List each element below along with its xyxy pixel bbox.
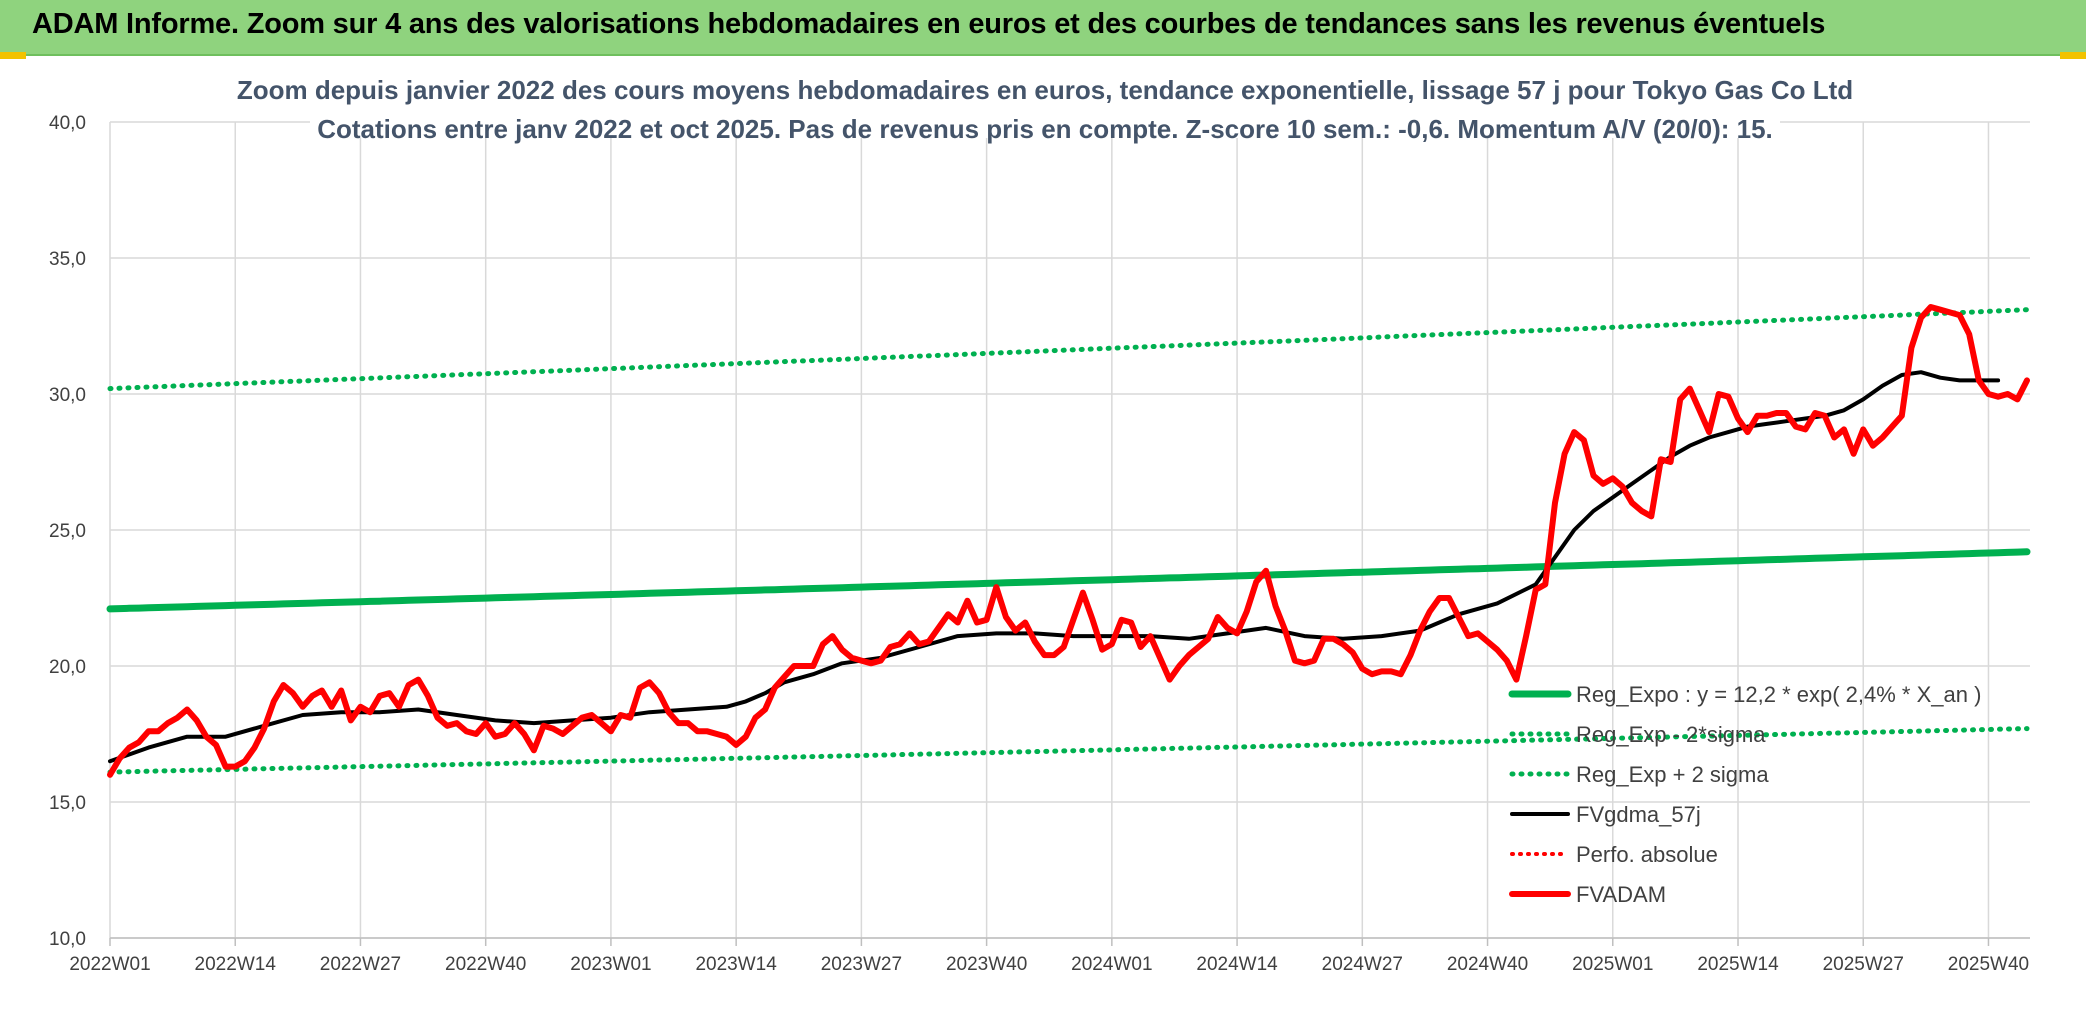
y-tick-label: 25,0 bbox=[49, 521, 86, 542]
y-tick-label: 10,0 bbox=[49, 929, 86, 950]
x-tick-label: 2023W01 bbox=[570, 954, 651, 975]
report-title: ADAM Informe. Zoom sur 4 ans des valoris… bbox=[32, 8, 1826, 40]
series-line-6 bbox=[107, 304, 2030, 778]
chart-title-line-1: Zoom depuis janvier 2022 des cours moyen… bbox=[237, 75, 1853, 105]
corner-accent-right bbox=[2060, 52, 2086, 59]
y-tick-label: 15,0 bbox=[49, 793, 86, 814]
chart-area: 10,0 15,0 20,0 25,0 30,0 35,0 40,0 2022W01 2022W… bbox=[0, 56, 2086, 1031]
legend-label-2: Reg_Exp - 2*sigma bbox=[1576, 722, 1766, 747]
y-tick-label: 35,0 bbox=[49, 249, 86, 270]
x-tick-label: 2024W40 bbox=[1447, 954, 1528, 975]
legend-label-5: Perfo. absolue bbox=[1576, 842, 1718, 867]
x-tick-label: 2024W14 bbox=[1196, 954, 1278, 975]
chart-title-backdrop bbox=[310, 74, 1780, 138]
chart-title-line-2: Cotations entre janv 2022 et oct 2025. P… bbox=[317, 114, 1773, 144]
legend-label-4: FVgdma_57j bbox=[1576, 802, 1701, 827]
legend-label-3: Reg_Exp + 2 sigma bbox=[1576, 762, 1769, 787]
x-tick-label: 2022W14 bbox=[195, 954, 277, 975]
x-tick-label: 2024W27 bbox=[1322, 954, 1403, 975]
corner-accent-left bbox=[0, 52, 26, 59]
line-chart: 10,0 15,0 20,0 25,0 30,0 35,0 40,0 2022W01 2022W… bbox=[49, 74, 2031, 975]
x-tick-label: 2022W40 bbox=[445, 954, 526, 975]
series-line-3 bbox=[107, 307, 2030, 392]
x-tick-label: 2022W27 bbox=[320, 954, 401, 975]
y-tick-label: 30,0 bbox=[49, 385, 86, 406]
x-tick-label: 2025W40 bbox=[1948, 954, 2029, 975]
series-line-1 bbox=[106, 548, 2031, 613]
legend-label-6: FVADAM bbox=[1576, 882, 1666, 907]
legend-label-1: Reg_Expo : y = 12,2 * exp( 2,4% * X_an ) bbox=[1576, 682, 1981, 707]
y-tick-label: 40,0 bbox=[49, 113, 86, 134]
chart-title: Zoom depuis janvier 2022 des cours moyen… bbox=[237, 74, 1853, 144]
x-tick-label: 2022W01 bbox=[69, 954, 150, 975]
x-tick-label: 2024W01 bbox=[1071, 954, 1152, 975]
x-tick-label: 2025W01 bbox=[1572, 954, 1653, 975]
x-tick-label: 2023W14 bbox=[695, 954, 777, 975]
x-tick-label: 2025W27 bbox=[1823, 954, 1904, 975]
gridlines bbox=[109, 121, 2030, 946]
chart-legend: Reg_Expo : y = 12,2 * exp( 2,4% * X_an )… bbox=[1508, 682, 1981, 907]
series-lines bbox=[106, 304, 2031, 778]
report-banner: ADAM Informe. Zoom sur 4 ans des valoris… bbox=[0, 0, 2086, 56]
x-tick-label: 2023W40 bbox=[946, 954, 1027, 975]
y-tick-label: 20,0 bbox=[49, 657, 86, 678]
axis-tick-labels: 10,0 15,0 20,0 25,0 30,0 35,0 40,0 2022W01 2022W… bbox=[49, 113, 2029, 975]
x-tick-label: 2023W27 bbox=[821, 954, 902, 975]
x-tick-label: 2025W14 bbox=[1697, 954, 1779, 975]
